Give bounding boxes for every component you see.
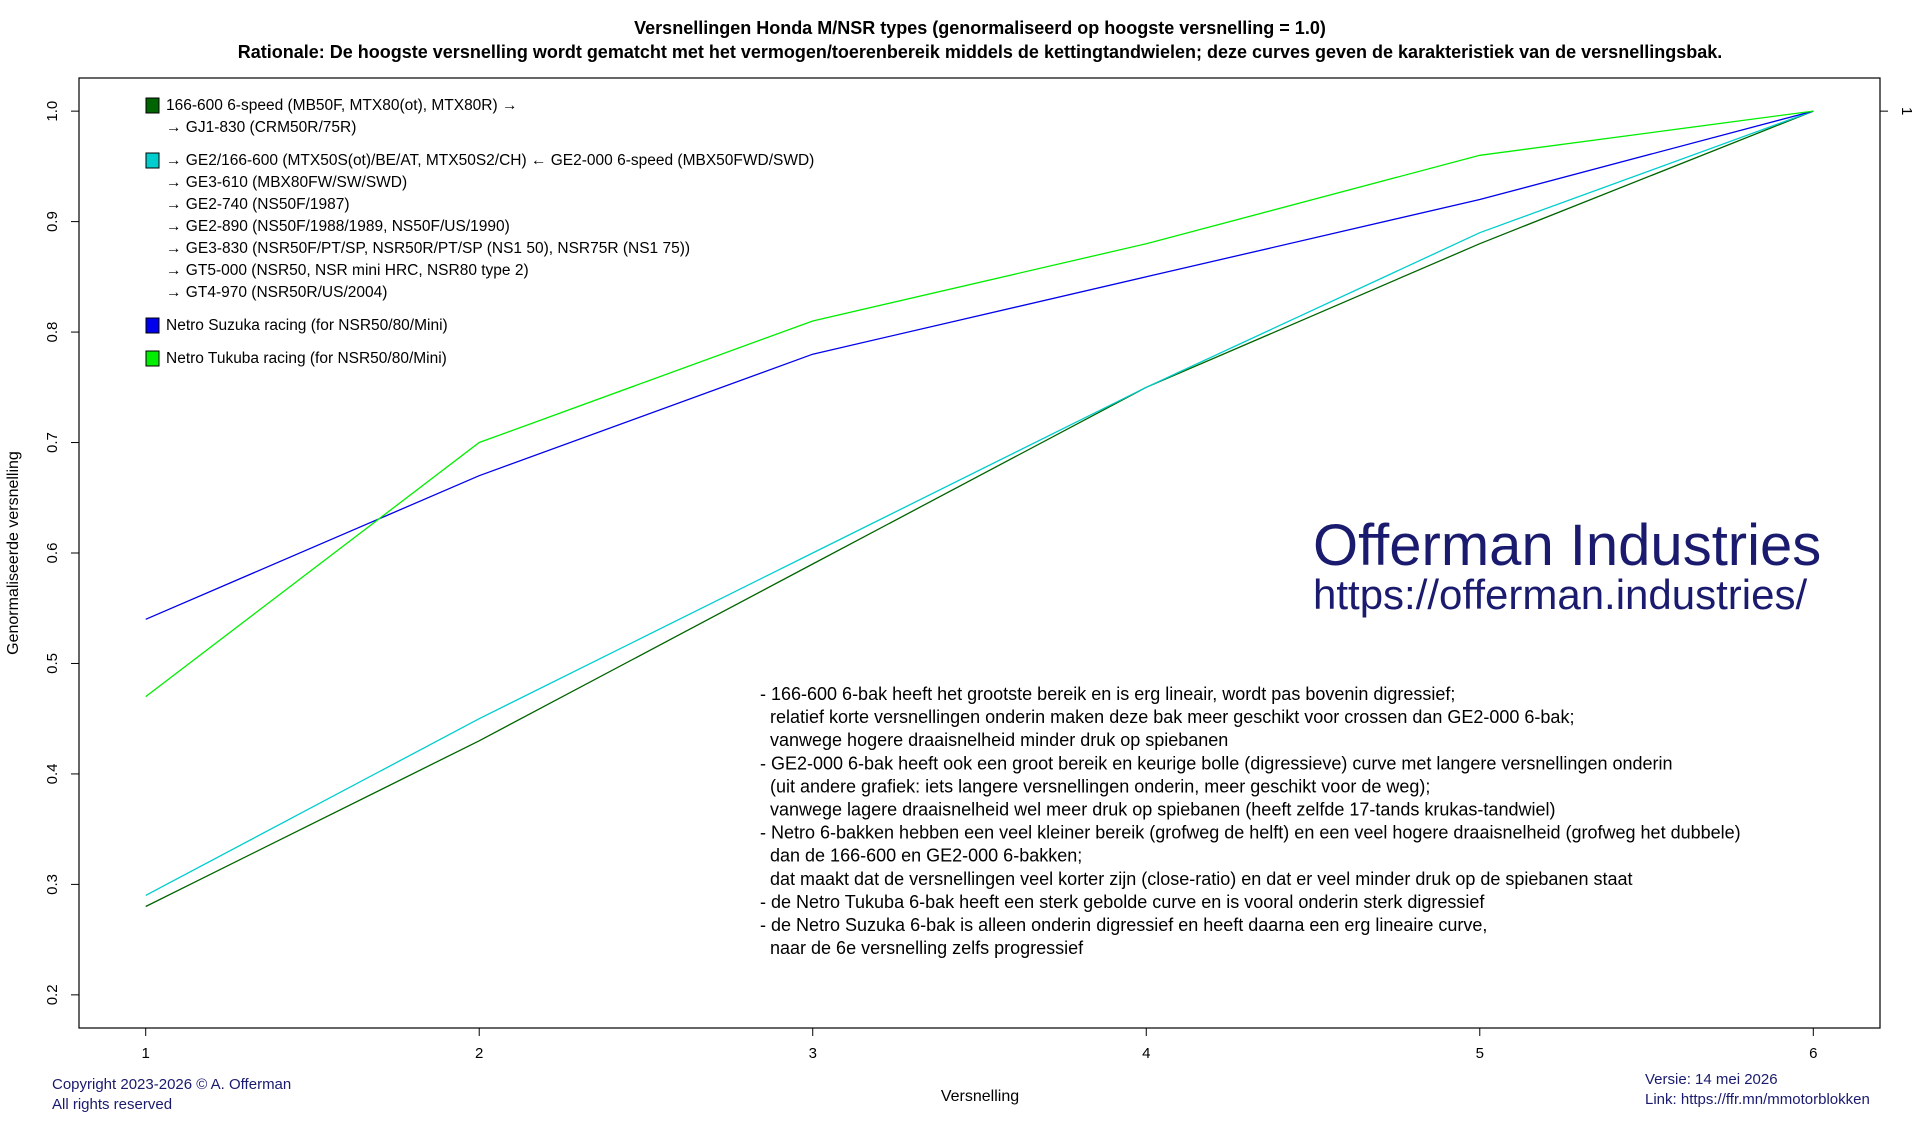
series-line-1 <box>145 110 1814 908</box>
x-tick-label: 6 <box>1809 1045 1817 1062</box>
watermark-url: https://offerman.industries/ <box>1313 571 1807 618</box>
annotation-line: - GE2-000 6-bak heeft ook een groot bere… <box>760 753 1673 773</box>
legend-swatch <box>145 152 160 169</box>
annotation-line: relatief korte versnellingen onderin mak… <box>760 707 1574 727</box>
legend-entry-text: → GT4-970 (NSR50R/US/2004) <box>166 284 387 301</box>
x-axis-label: Versnelling <box>941 1088 1019 1105</box>
chart-title: Versnellingen Honda M/NSR types (genorma… <box>634 18 1326 38</box>
legend-entry-text: → GE2-890 (NS50F/1988/1989, NS50F/US/199… <box>166 218 510 235</box>
legend-swatch <box>145 317 160 334</box>
y-tick-label: 0.4 <box>44 764 61 785</box>
footer-link: Link: https://ffr.mn/mmotorblokken <box>1645 1091 1870 1108</box>
annotation-line: dat maakt dat de versnellingen veel kort… <box>760 869 1632 889</box>
y-tick-label: 1.0 <box>44 101 61 122</box>
y-axis: 0.2 0.3 0.4 0.5 0.6 0.7 0.8 0.9 1.0 <box>44 101 79 1005</box>
footer-rights: All rights reserved <box>52 1096 172 1113</box>
series-line-4 <box>145 110 1814 698</box>
x-tick-label: 1 <box>142 1045 150 1062</box>
annotation-line: (uit andere grafiek: iets langere versne… <box>760 776 1430 796</box>
legend-entry-text: → GT5-000 (NSR50, NSR mini HRC, NSR80 ty… <box>166 262 529 279</box>
legend-swatch <box>145 97 160 114</box>
annotation-line: naar de 6e versnelling zelfs progressief <box>760 938 1084 958</box>
annotation-line: - Netro 6-bakken hebben een veel kleiner… <box>760 823 1741 843</box>
x-tick-label: 5 <box>1476 1045 1484 1062</box>
legend-entry-text: → GE2-740 (NS50F/1987) <box>166 196 350 213</box>
y-tick-label: 0.5 <box>44 653 61 674</box>
x-tick-label: 4 <box>1142 1045 1150 1062</box>
x-tick-label: 3 <box>809 1045 817 1062</box>
footer-copyright: Copyright 2023-2026 © A. Offerman <box>52 1076 291 1093</box>
legend-entry-text: → GJ1-830 (CRM50R/75R) <box>166 119 356 136</box>
x-axis: 1 2 3 4 5 6 <box>142 1027 1817 1062</box>
legend-entry-text: → GE2/166-600 (MTX50S(ot)/BE/AT, MTX50S2… <box>166 152 814 169</box>
right-axis: 1 <box>1880 107 1915 115</box>
annotation-line: - de Netro Suzuka 6-bak is alleen onderi… <box>760 915 1487 935</box>
legend: 166-600 6-speed (MB50F, MTX80(ot), MTX80… <box>145 97 814 367</box>
legend-entry-text: → GE3-610 (MBX80FW/SW/SWD) <box>166 174 407 191</box>
chart-subtitle: Rationale: De hoogste versnelling wordt … <box>238 42 1722 62</box>
y-tick-label: 0.9 <box>44 211 61 232</box>
x-tick-label: 2 <box>475 1045 483 1062</box>
annotation-line: vanwege hogere draaisnelheid minder druk… <box>760 730 1228 750</box>
y-tick-label: 0.2 <box>44 984 61 1005</box>
legend-swatch <box>145 350 160 367</box>
annotation-line: - 166-600 6-bak heeft het grootste berei… <box>760 684 1455 704</box>
y-tick-label: 0.6 <box>44 543 61 564</box>
annotation-notes: - 166-600 6-bak heeft het grootste berei… <box>760 684 1741 958</box>
legend-entry-text: Netro Tukuba racing (for NSR50/80/Mini) <box>166 350 447 367</box>
footer-version: Versie: 14 mei 2026 <box>1645 1071 1778 1088</box>
annotation-line: vanwege lagere draaisnelheid wel meer dr… <box>760 800 1555 820</box>
right-axis-tick-label: 1 <box>1898 107 1915 115</box>
y-tick-label: 0.8 <box>44 322 61 343</box>
watermark-name: Offerman Industries <box>1313 513 1821 578</box>
series-group <box>145 110 1814 908</box>
legend-entry-text: Netro Suzuka racing (for NSR50/80/Mini) <box>166 317 448 334</box>
annotation-line: - de Netro Tukuba 6-bak heeft een sterk … <box>760 892 1485 912</box>
legend-entry-text: → GE3-830 (NSR50F/PT/SP, NSR50R/PT/SP (N… <box>166 240 690 257</box>
annotation-line: dan de 166-600 en GE2-000 6-bakken; <box>760 846 1082 866</box>
legend-entry-text: 166-600 6-speed (MB50F, MTX80(ot), MTX80… <box>166 97 517 114</box>
y-axis-label: Genormaliseerde versnelling <box>5 451 22 655</box>
y-tick-label: 0.3 <box>44 874 61 895</box>
y-tick-label: 0.7 <box>44 432 61 453</box>
series-line-3 <box>145 110 1814 620</box>
series-line-2 <box>145 110 1814 896</box>
